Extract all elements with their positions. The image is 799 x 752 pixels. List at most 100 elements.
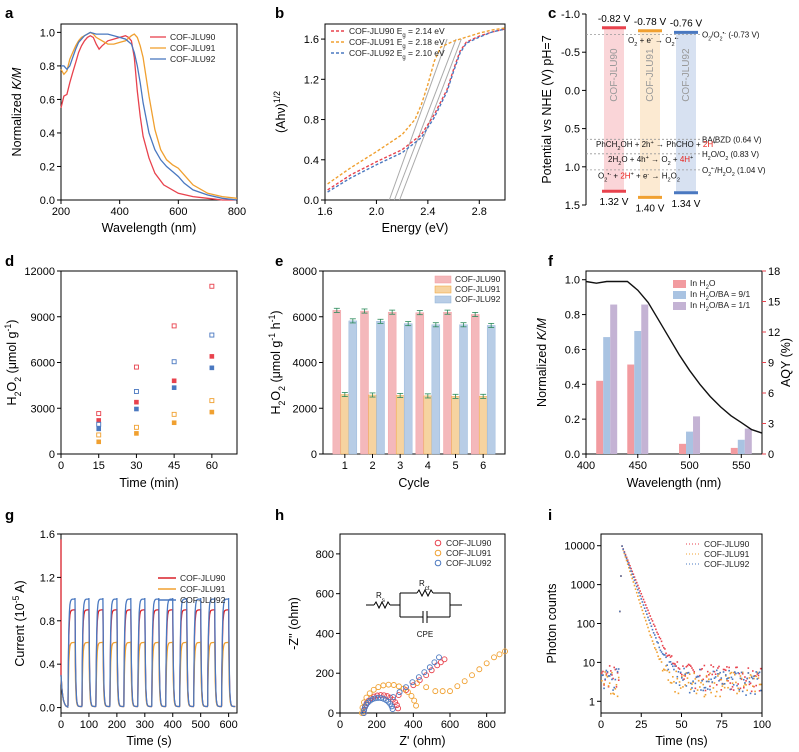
y-tick-label: 0.0 (40, 195, 55, 207)
y-tick-label: 6000 (31, 358, 55, 370)
data-point (605, 669, 608, 672)
data-point (723, 686, 726, 689)
data-point (615, 668, 618, 670)
legend-label: COF-JLU90 (170, 32, 216, 42)
data-point (439, 688, 446, 695)
y-tick-label: 8000 (293, 266, 317, 278)
text-span: O (726, 166, 732, 175)
text-span: = 2.18 eV (406, 37, 445, 47)
data-point (389, 706, 396, 713)
text-span: •- (723, 31, 727, 37)
y-tick-label: 1.6 (40, 529, 55, 541)
data-point (686, 672, 689, 674)
text-span: A) (13, 580, 27, 595)
x-tick-label: 200 (108, 719, 126, 731)
data-point (718, 673, 720, 675)
data-point (603, 682, 605, 685)
data-point (744, 682, 746, 684)
data-point (650, 618, 653, 620)
x-axis-label: Wavelength (nm) (102, 221, 197, 235)
data-point (719, 678, 721, 681)
data-point (133, 364, 139, 370)
data-point (754, 674, 756, 677)
plot-frame (60, 533, 238, 714)
y2-tick-label: 6 (768, 388, 774, 400)
data-point (608, 665, 611, 667)
data-point (723, 682, 726, 685)
data-point (715, 684, 718, 686)
data-point (635, 591, 638, 594)
data-point (706, 670, 709, 673)
data-point (675, 665, 677, 667)
data-point (702, 683, 705, 686)
data-point (701, 679, 703, 682)
data-point (625, 557, 628, 560)
text-span: H (5, 396, 19, 405)
data-point (692, 680, 694, 682)
data-point (646, 623, 648, 626)
data-point (601, 679, 603, 682)
data-point (610, 673, 612, 676)
bar (431, 324, 441, 455)
data-point (656, 641, 658, 643)
data-point (715, 669, 718, 672)
data-point (735, 672, 737, 675)
data-point (700, 668, 702, 671)
data-point (607, 675, 610, 677)
data-point (610, 670, 612, 672)
text-span: K/M (535, 317, 549, 340)
legend-label: COF-JLU91 (446, 548, 492, 558)
data-point (696, 675, 699, 678)
text-span: 2 (708, 156, 711, 162)
data-point (672, 675, 674, 678)
bar (459, 324, 468, 455)
x-tick-label: 45 (168, 460, 180, 472)
legend-swatch (673, 302, 686, 310)
data-point (704, 689, 707, 692)
panel-letter-b: b (275, 5, 284, 22)
redox-level-label: O2/O2•- (-0.73 V) (702, 31, 760, 43)
text-span: 2 (706, 307, 709, 313)
data-point (617, 668, 620, 670)
bar (744, 428, 752, 454)
series-line (327, 28, 506, 193)
data-point (652, 643, 655, 645)
data-point (637, 584, 639, 587)
data-point (669, 681, 672, 684)
data-point (678, 681, 681, 683)
text-span: •- (675, 36, 679, 42)
data-point (670, 682, 673, 684)
y-axis-label: -Z'' (ohm) (287, 597, 301, 650)
data-point (730, 676, 733, 679)
data-point (724, 675, 727, 677)
data-point (715, 690, 718, 693)
data-point (694, 687, 697, 690)
data-point (704, 686, 707, 689)
data-point (690, 682, 692, 685)
text-span: 2H (608, 155, 618, 164)
data-point (651, 620, 654, 622)
text-span: O (671, 171, 677, 180)
legend-label: COF-JLU90 Eg = 2.14 eV (349, 26, 445, 39)
data-point (209, 283, 215, 289)
data-point (737, 672, 739, 674)
legend-label: COF-JLU91 (170, 43, 216, 53)
data-point (436, 654, 442, 661)
data-point (745, 680, 747, 682)
series-line (60, 31, 238, 199)
panel-letter-h: h (275, 507, 284, 524)
data-point (723, 668, 726, 671)
y2-axis-label: AQY (%) (779, 338, 793, 387)
y2-tick-label: 3 (768, 419, 774, 431)
data-point (372, 695, 379, 702)
data-point (747, 667, 750, 669)
data-point (730, 688, 733, 690)
data-point (648, 630, 650, 633)
data-point (649, 615, 652, 617)
data-point (759, 667, 762, 670)
text-span: + e (634, 171, 648, 180)
legend-label: COF-JLU90 (704, 539, 750, 549)
panel-h: 0 200 400 600 800 0 200 400 600 800 Z' (ohm) -Z'' (… (287, 533, 508, 748)
